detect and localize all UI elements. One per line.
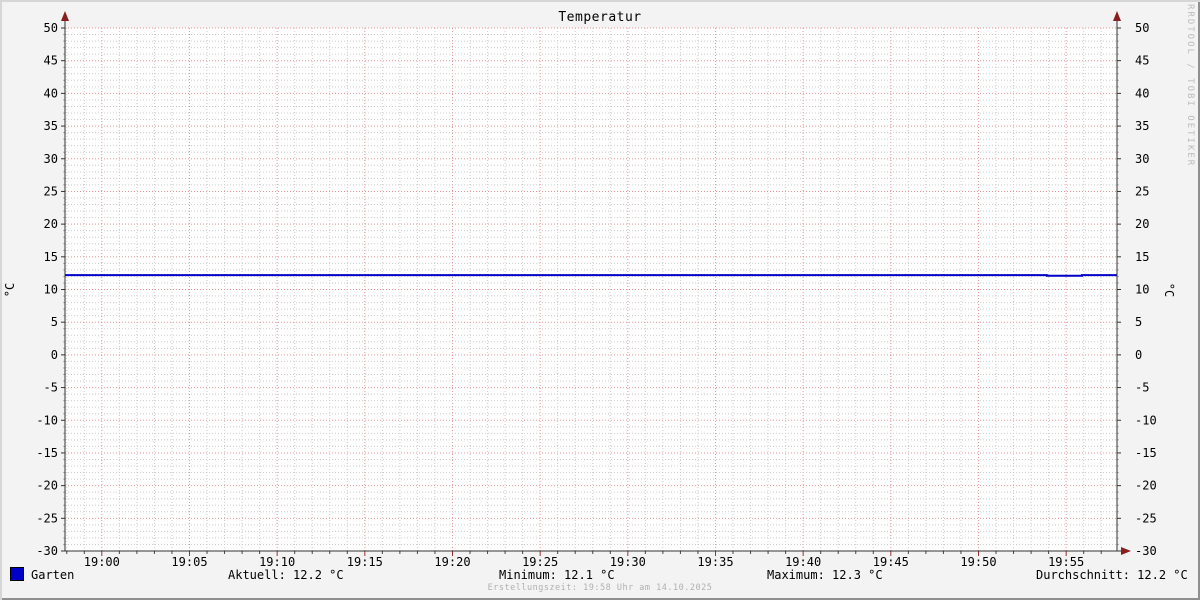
svg-text:-20: -20: [1135, 479, 1157, 493]
svg-text:15: 15: [1135, 250, 1149, 264]
svg-text:50: 50: [1135, 21, 1149, 35]
svg-text:19:15: 19:15: [347, 555, 383, 569]
svg-text:5: 5: [51, 315, 58, 329]
y-axis-arrow-left: [61, 11, 69, 21]
svg-text:50: 50: [44, 21, 58, 35]
svg-text:30: 30: [44, 152, 58, 166]
svg-text:19:00: 19:00: [84, 555, 120, 569]
series-line-garten: [65, 274, 1117, 277]
svg-text:-20: -20: [36, 479, 58, 493]
svg-text:40: 40: [44, 86, 58, 100]
svg-text:-25: -25: [1135, 511, 1157, 525]
svg-text:19:35: 19:35: [697, 555, 733, 569]
svg-text:0: 0: [1135, 348, 1142, 362]
stat-current: Aktuell: 12.2 °C: [228, 568, 344, 582]
series-label: Garten: [31, 568, 75, 582]
rrdtool-watermark: RRDTOOL / TOBI OETIKER: [1185, 4, 1195, 168]
stat-minimum: Minimum: 12.1 °C: [499, 568, 615, 582]
stat-maximum: Maximum: 12.3 °C: [767, 568, 883, 582]
svg-text:0: 0: [51, 348, 58, 362]
creation-timestamp: Erstellungszeit: 19:58 Uhr am 14.10.2025: [487, 583, 713, 593]
svg-text:19:40: 19:40: [785, 555, 821, 569]
svg-text:19:25: 19:25: [522, 555, 558, 569]
svg-text:30: 30: [1135, 152, 1149, 166]
y-axis-unit-right: °C: [1162, 282, 1176, 298]
svg-text:10: 10: [1135, 283, 1149, 297]
svg-text:5: 5: [1135, 315, 1142, 329]
chart-title: Temperatur: [558, 10, 642, 25]
svg-text:40: 40: [1135, 86, 1149, 100]
y-axis-arrow-right: [1113, 11, 1121, 21]
svg-text:19:45: 19:45: [873, 555, 909, 569]
svg-text:25: 25: [44, 184, 58, 198]
svg-text:-30: -30: [36, 544, 58, 558]
svg-text:19:55: 19:55: [1048, 555, 1084, 569]
x-axis-arrow: [1121, 547, 1131, 555]
svg-text:10: 10: [44, 283, 58, 297]
svg-text:-15: -15: [1135, 446, 1157, 460]
svg-text:-30: -30: [1135, 544, 1157, 558]
svg-text:35: 35: [44, 119, 58, 133]
svg-text:-10: -10: [36, 413, 58, 427]
stat-average: Durchschnitt: 12.2 °C: [1036, 568, 1188, 582]
svg-text:19:30: 19:30: [610, 555, 646, 569]
svg-text:45: 45: [1135, 54, 1149, 68]
y-axis-unit-left: °C: [3, 282, 17, 298]
svg-text:25: 25: [1135, 184, 1149, 198]
svg-text:19:50: 19:50: [960, 555, 996, 569]
svg-text:-15: -15: [36, 446, 58, 460]
svg-text:15: 15: [44, 250, 58, 264]
series-color-swatch: [10, 567, 24, 581]
svg-text:-25: -25: [36, 511, 58, 525]
svg-text:19:10: 19:10: [259, 555, 295, 569]
svg-text:19:05: 19:05: [171, 555, 207, 569]
svg-text:20: 20: [1135, 217, 1149, 231]
legend-row: Garten Aktuell: 12.2 °C Minimum: 12.1 °C…: [0, 566, 1200, 582]
svg-text:45: 45: [44, 54, 58, 68]
svg-text:-5: -5: [1135, 381, 1149, 395]
svg-text:19:20: 19:20: [434, 555, 470, 569]
svg-text:20: 20: [44, 217, 58, 231]
svg-text:-5: -5: [44, 381, 58, 395]
svg-text:35: 35: [1135, 119, 1149, 133]
svg-text:-10: -10: [1135, 413, 1157, 427]
